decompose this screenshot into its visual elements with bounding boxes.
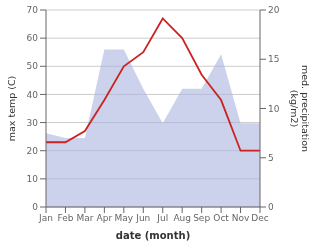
svg-text:Dec: Dec — [251, 213, 268, 223]
svg-text:med. precipitation(kg/m2): med. precipitation(kg/m2) — [289, 65, 310, 152]
svg-text:60: 60 — [27, 33, 39, 43]
svg-text:0: 0 — [32, 202, 38, 212]
svg-text:max temp (C): max temp (C) — [8, 76, 17, 142]
svg-text:Oct: Oct — [213, 213, 229, 223]
svg-text:15: 15 — [268, 54, 279, 64]
svg-text:Nov: Nov — [232, 213, 250, 223]
svg-text:Jan: Jan — [38, 213, 53, 223]
svg-text:50: 50 — [27, 61, 39, 71]
svg-text:5: 5 — [268, 153, 274, 163]
svg-text:20: 20 — [27, 146, 39, 156]
svg-text:Feb: Feb — [57, 213, 73, 223]
svg-text:40: 40 — [27, 90, 39, 100]
svg-text:Apr: Apr — [97, 213, 113, 223]
svg-text:May: May — [115, 213, 134, 223]
svg-text:Jul: Jul — [156, 213, 168, 223]
svg-text:20: 20 — [268, 5, 280, 15]
svg-text:10: 10 — [27, 174, 39, 184]
svg-text:Sep: Sep — [193, 213, 210, 223]
svg-text:Jun: Jun — [135, 213, 150, 223]
svg-text:70: 70 — [27, 5, 39, 15]
svg-text:Aug: Aug — [173, 213, 191, 223]
svg-text:10: 10 — [268, 104, 280, 114]
svg-text:0: 0 — [268, 202, 274, 212]
svg-text:date (month): date (month) — [116, 230, 190, 241]
svg-text:30: 30 — [27, 118, 39, 128]
svg-text:Mar: Mar — [76, 213, 93, 223]
